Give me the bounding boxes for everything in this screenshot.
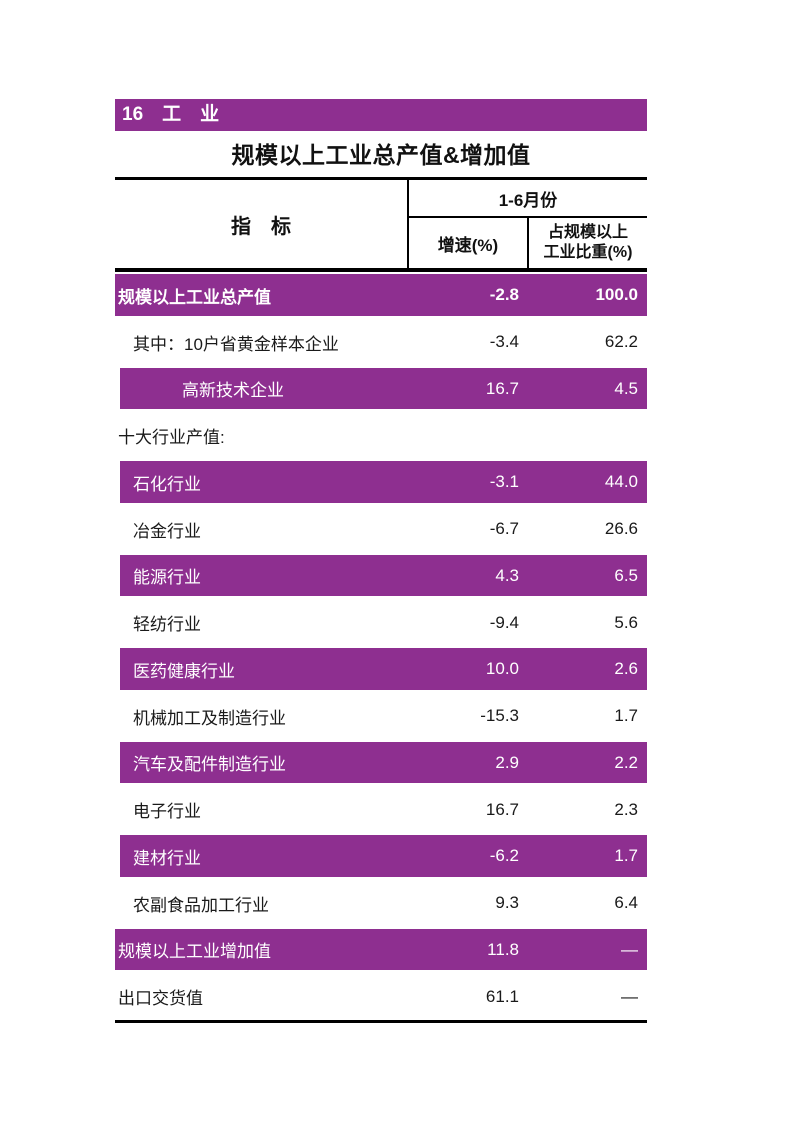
row-growth-value: -15.3 <box>480 706 519 726</box>
row-share-value: 2.2 <box>614 752 638 772</box>
table-row: 高新技术企业 16.7 4.5 <box>115 366 647 413</box>
header-indicator: 指 标 <box>231 215 291 238</box>
row-growth-value: 16.7 <box>485 799 519 819</box>
row-share-value: 6.5 <box>614 565 638 585</box>
table-row: 医药健康行业 10.0 2.6 <box>115 646 647 693</box>
header-share-line1: 占规模以上 <box>547 224 628 241</box>
table-body: 规模以上工业总产值 -2.8 100.0 其中：10户省黄金样本企业 -3.4 62.2 高… <box>115 272 647 1020</box>
table-row: 能源行业 4.3 6.5 <box>115 553 647 600</box>
section-banner-label: 16 工 业 <box>122 104 220 125</box>
row-share-value: — <box>621 986 638 1006</box>
table-row: 机械加工及制造行业 -15.3 1.7 <box>115 693 647 740</box>
row-share-value: 2.3 <box>614 799 638 819</box>
row-growth-value: -6.7 <box>489 519 519 539</box>
row-share-value: 5.6 <box>614 612 638 632</box>
header-growth-col: 增速(%) <box>437 235 499 255</box>
row-share-value: 4.5 <box>614 378 638 398</box>
table-row: 农副食品加工行业 9.3 6.4 <box>115 880 647 927</box>
header-share-col: 占规模以上 工业比重(%) <box>527 218 647 268</box>
row-label: 规模以上工业总产值 <box>118 287 271 307</box>
row-growth-value: 16.7 <box>485 378 519 398</box>
row-share-value: 1.7 <box>614 706 638 726</box>
row-label: 轻纺行业 <box>133 615 201 635</box>
table-row: 汽车及配件制造行业 2.9 2.2 <box>115 740 647 787</box>
row-growth-value: -3.1 <box>489 472 519 492</box>
row-growth-value: -9.4 <box>489 612 519 632</box>
page-title: 规模以上工业总产值&增加值 <box>231 142 531 168</box>
header-period: 1-6月份 <box>409 180 647 218</box>
row-label: 电子行业 <box>133 802 201 822</box>
row-growth-value: -6.2 <box>489 846 519 866</box>
row-label: 能源行业 <box>133 568 201 588</box>
row-growth-value: -2.8 <box>489 285 519 305</box>
row-share-value: 26.6 <box>604 519 638 539</box>
table-row: 石化行业 -3.1 44.0 <box>115 459 647 506</box>
row-growth-value: 61.1 <box>485 986 519 1006</box>
row-share-value: 44.0 <box>604 472 638 492</box>
table-row: 出口交货值 61.1 — <box>115 973 647 1020</box>
row-share-value: 62.2 <box>604 332 638 352</box>
table-row: 建材行业 -6.2 1.7 <box>115 833 647 880</box>
row-growth-value: 9.3 <box>495 893 519 913</box>
row-label: 建材行业 <box>133 848 201 868</box>
row-share-value: — <box>621 939 638 959</box>
section-banner: 16 工 业 <box>115 99 647 131</box>
table-row: 十大行业产值: <box>115 412 647 459</box>
table-row: 冶金行业 -6.7 26.6 <box>115 506 647 553</box>
row-growth-value: 10.0 <box>485 659 519 679</box>
table-row: 轻纺行业 -9.4 5.6 <box>115 599 647 646</box>
statistics-table: 指 标 1-6月份 增速(%) 占规模以上 工业比重(%) 规模以上工业总产值 -… <box>115 177 647 1023</box>
row-label: 石化行业 <box>133 474 201 494</box>
row-label: 农副食品加工行业 <box>133 895 269 915</box>
header-share-line2: 工业比重(%) <box>543 244 633 261</box>
row-growth-value: 2.9 <box>495 752 519 772</box>
report-page: 16 工 业 规模以上工业总产值&增加值 指 标 1-6月份 增速(%) 占规模… <box>115 0 647 1023</box>
table-header: 指 标 1-6月份 增速(%) 占规模以上 工业比重(%) <box>115 180 647 272</box>
row-share-value: 2.6 <box>614 659 638 679</box>
row-label: 汽车及配件制造行业 <box>133 755 286 775</box>
row-label: 出口交货值 <box>118 989 203 1009</box>
header-subrow: 增速(%) 占规模以上 工业比重(%) <box>409 218 647 268</box>
row-label: 机械加工及制造行业 <box>133 708 286 728</box>
table-row: 其中：10户省黄金样本企业 -3.4 62.2 <box>115 319 647 366</box>
table-row: 规模以上工业增加值 11.8 — <box>115 927 647 974</box>
row-label: 十大行业产值: <box>118 428 225 448</box>
header-right-block: 1-6月份 增速(%) 占规模以上 工业比重(%) <box>407 180 647 268</box>
row-label: 高新技术企业 <box>182 381 284 401</box>
row-label: 冶金行业 <box>133 521 201 541</box>
table-row: 电子行业 16.7 2.3 <box>115 786 647 833</box>
row-share-value: 1.7 <box>614 846 638 866</box>
row-growth-value: 4.3 <box>495 565 519 585</box>
row-share-value: 6.4 <box>614 893 638 913</box>
row-label: 规模以上工业增加值 <box>118 942 271 962</box>
row-growth-value: 11.8 <box>487 939 519 959</box>
row-label: 其中：10户省黄金样本企业 <box>133 334 339 354</box>
row-growth-value: -3.4 <box>489 332 519 352</box>
table-row: 规模以上工业总产值 -2.8 100.0 <box>115 272 647 319</box>
row-share-value: 100.0 <box>595 285 638 305</box>
row-label: 医药健康行业 <box>133 661 235 681</box>
